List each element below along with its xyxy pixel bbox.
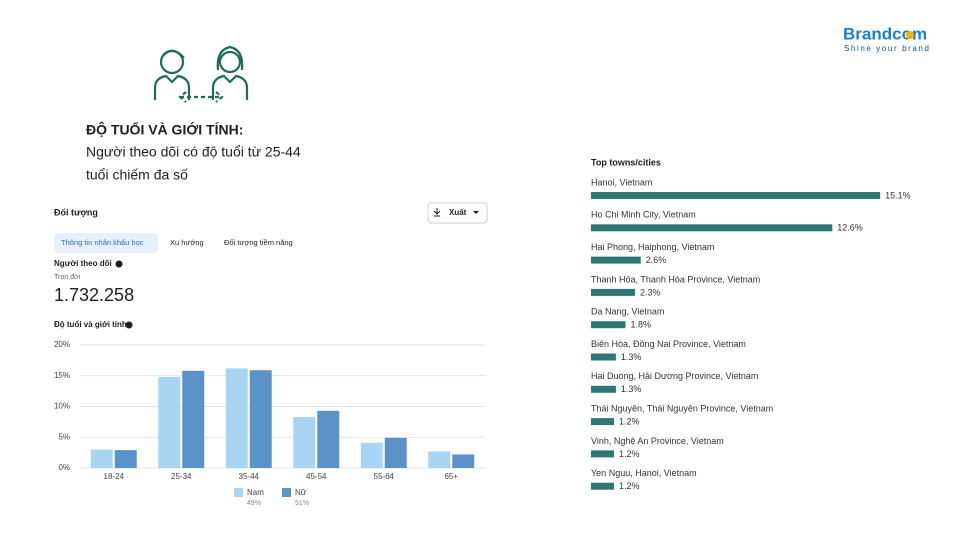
legend-label: Nữ (295, 488, 307, 497)
bar (317, 410, 340, 468)
logo-dot (906, 31, 914, 39)
dropdown-caret (473, 211, 479, 214)
active-tab-bg (54, 233, 158, 253)
bar (360, 442, 383, 468)
value-label: 1.2% (619, 416, 640, 426)
bar (249, 370, 272, 468)
x-tick-label: 65+ (444, 472, 458, 481)
bar (591, 385, 616, 393)
export-button[interactable] (427, 202, 488, 224)
bar (182, 370, 205, 468)
bar (384, 437, 407, 468)
value-label: 1.8% (630, 320, 651, 330)
city-label: Hai Duong, Hải Dương Province, Vietnam (591, 371, 758, 381)
chart-title: Độ tuổi và giới tính (54, 320, 127, 329)
legend-share: 49% (247, 500, 261, 507)
legend-swatch (282, 488, 291, 497)
y-tick-label: 5% (58, 432, 70, 441)
city-label: Thanh Hóa, Thanh Hóa Province, Vietnam (591, 274, 760, 284)
bar (591, 256, 641, 264)
y-tick-label: 20% (54, 340, 70, 349)
subtitle-line: Người theo dõi có độ tuổi từ 25-44 (86, 144, 301, 160)
value-label: 1.2% (619, 449, 640, 459)
city-label: Hanoi, Vietnam (591, 177, 652, 187)
value-label: 2.3% (640, 287, 661, 297)
bar (591, 418, 614, 426)
info-icon (115, 260, 123, 268)
bar (591, 321, 626, 329)
bar (90, 449, 113, 468)
city-label: Hai Phong, Haiphong, Vietnam (591, 242, 714, 252)
bar (225, 368, 248, 468)
value-label: 1.2% (619, 481, 640, 491)
brand-name: Brandcom (843, 24, 927, 43)
bar (293, 416, 316, 468)
period: Trọn đời (54, 274, 81, 281)
export-label[interactable]: Xuất (449, 208, 467, 217)
bar (591, 224, 833, 232)
bar (114, 450, 137, 468)
legend-share: 51% (295, 500, 309, 507)
value-label: 1.3% (621, 352, 642, 362)
bar (591, 288, 636, 296)
bar (591, 353, 616, 361)
download-icon (433, 208, 441, 217)
info-icon (125, 321, 133, 329)
value-label: 1.3% (621, 384, 642, 394)
value-label: 12.6% (837, 223, 863, 233)
legend-swatch (234, 488, 243, 497)
x-tick-label: 25-34 (171, 472, 192, 481)
x-tick-label: 18-24 (104, 472, 125, 481)
y-tick-label: 0% (58, 463, 70, 472)
people-icon (153, 45, 249, 103)
tab[interactable]: Đối tượng tiềm năng (224, 238, 293, 247)
x-tick-label: 55-64 (374, 472, 395, 481)
followers-label: Người theo dõi (54, 259, 112, 268)
tab[interactable]: Thông tin nhân khẩu học (61, 238, 144, 247)
bar (591, 482, 614, 490)
tab[interactable]: Xu hướng (170, 238, 204, 247)
panel-title: Đối tượng (54, 207, 98, 217)
value-label: 2.6% (646, 255, 667, 265)
bar (591, 450, 614, 458)
bar (158, 376, 181, 468)
city-label: Da Nang, Vietnam (591, 307, 664, 317)
city-label: Yen Nguu, Hanoi, Vietnam (591, 468, 697, 478)
subtitle-line: tuổi chiếm đa số (86, 167, 188, 183)
followers-count: 1.732.258 (54, 285, 134, 305)
chart-title: Top towns/cities (591, 157, 661, 167)
brand-tagline: Shine your brand (844, 44, 931, 53)
x-tick-label: 45-54 (306, 472, 327, 481)
bar (428, 451, 451, 468)
bar (591, 192, 881, 199)
bar (452, 454, 475, 468)
city-label: Thái Nguyên, Thái Nguyên Province, Vietn… (591, 403, 773, 413)
heading: ĐỘ TUỔI VÀ GIỚI TÍNH: (86, 121, 243, 138)
y-tick-label: 10% (54, 402, 70, 411)
legend-label: Nam (247, 488, 264, 497)
city-label: Vinh, Nghệ An Province, Vietnam (591, 436, 724, 446)
y-tick-label: 15% (54, 371, 70, 380)
city-label: Ho Chi Minh City, Vietnam (591, 210, 696, 220)
value-label: 15.1% (885, 190, 911, 200)
x-tick-label: 35-44 (239, 472, 260, 481)
city-label: Biên Hòa, Đồng Nai Province, Vietnam (591, 339, 746, 349)
